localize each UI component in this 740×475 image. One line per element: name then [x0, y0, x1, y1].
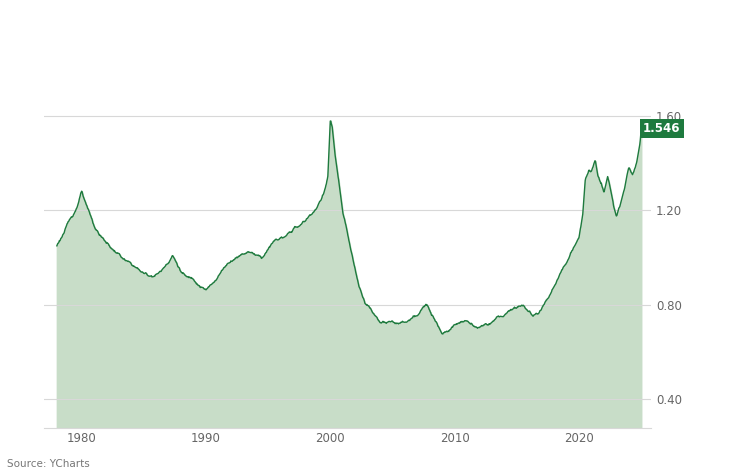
Text: 1.546: 1.546 — [643, 122, 681, 135]
Text: Russell 1000 Growth Total Return Level / Russell 1000 Value Total Return Level: Russell 1000 Growth Total Return Level /… — [43, 20, 697, 35]
Text: Source: YCharts: Source: YCharts — [7, 459, 90, 469]
